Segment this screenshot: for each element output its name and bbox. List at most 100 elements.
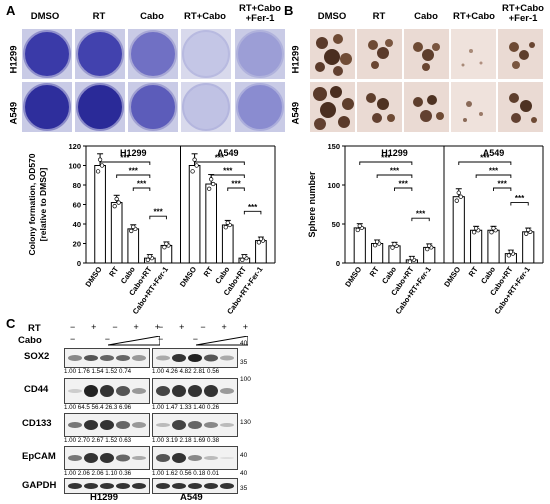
col-header-rt-cabo: RT+Cabo <box>453 11 495 22</box>
significance-label: *** <box>137 180 147 189</box>
sphere-image <box>451 82 496 132</box>
significance-bracket <box>210 174 245 178</box>
bar <box>522 231 535 264</box>
mw-marker: 130 <box>240 419 251 426</box>
blot-label-gapdh: GAPDH <box>22 480 57 491</box>
significance-label: *** <box>515 194 525 203</box>
blot-sox2-a549 <box>152 348 238 368</box>
data-point <box>491 226 496 231</box>
colony-plate-image <box>128 29 178 79</box>
sign: − <box>200 322 206 332</box>
panel-letter-a: A <box>6 3 16 18</box>
cabo-signs-a549: − − <box>158 334 198 344</box>
cell-line-h1299: H1299 <box>90 492 118 503</box>
significance-bracket <box>149 215 167 220</box>
quant-values: 1.00 2.06 2.06 1.10 0.36 <box>64 470 132 477</box>
data-point <box>116 200 121 205</box>
group-label: A549 <box>483 148 505 158</box>
row-label-a549: A549 <box>290 101 302 125</box>
data-point <box>207 186 212 191</box>
blot-cd44-h1299 <box>64 378 150 404</box>
mw-marker: 40 <box>240 340 248 347</box>
y-axis-label-line: Sphere number <box>307 171 317 238</box>
y-tick-label: 120 <box>68 142 81 151</box>
quant-values: 1.00 1.76 1.54 1.52 0.74 <box>64 368 132 375</box>
data-point <box>392 241 397 247</box>
blot-epcam-h1299 <box>64 446 150 470</box>
y-axis-label: Sphere number <box>307 171 317 238</box>
data-point <box>409 255 415 261</box>
row-label-h1299: H1299 <box>290 45 302 74</box>
sign: − <box>158 334 164 344</box>
bar <box>188 165 201 264</box>
blot-epcam-a549 <box>152 446 238 470</box>
data-point <box>489 230 494 235</box>
sign: − <box>70 322 76 332</box>
significance-label: *** <box>399 180 409 189</box>
data-point <box>372 243 378 248</box>
blot-label-cd44: CD44 <box>24 384 49 395</box>
bar <box>371 243 384 264</box>
significance-bracket <box>510 202 529 206</box>
colony-plate-image <box>22 29 72 79</box>
colony-formation-chart: Colony formation, OD570[relative to DMSO… <box>27 142 276 316</box>
significance-label: *** <box>231 180 241 189</box>
panel-c-western-blot: RT Cabo − + − + + − − − + − + + − − SOX2… <box>0 318 550 504</box>
significance-bracket <box>99 161 151 165</box>
cabo-signs-h1299: − − <box>70 334 110 344</box>
significance-bracket <box>493 187 512 191</box>
mw-marker: 35 <box>240 485 248 492</box>
cabo-label: Cabo <box>18 335 42 346</box>
data-point <box>357 223 362 228</box>
x-tick-label: RT <box>467 265 480 279</box>
cabo-gradient-triangle-a549 <box>196 336 248 346</box>
sphere-image <box>357 82 402 132</box>
cabo-gradient-triangle-h1299 <box>108 336 160 346</box>
y-axis-label-line: Colony formation, OD570 <box>27 153 37 255</box>
y-tick-label: 60 <box>73 201 81 210</box>
data-point <box>240 257 245 263</box>
data-point <box>471 230 477 235</box>
significance-label: *** <box>381 154 391 163</box>
data-point <box>223 225 228 230</box>
significance-bracket <box>458 161 512 165</box>
bar <box>487 229 500 264</box>
data-point <box>425 247 430 252</box>
group-label: A549 <box>217 148 239 158</box>
sphere-image <box>498 82 543 132</box>
data-point <box>456 190 461 195</box>
data-point <box>427 243 432 248</box>
sign: + <box>154 322 160 332</box>
sign: + <box>179 322 185 332</box>
x-tick-label: RT <box>368 265 381 279</box>
data-point <box>258 236 264 241</box>
bar <box>110 202 123 264</box>
significance-label: *** <box>489 167 499 176</box>
col-header-rt: RT <box>372 11 386 22</box>
quant-values: 1.00 4.26 4.82 2.81 0.56 <box>152 368 220 375</box>
quant-values: 1.00 1.47 1.33 1.40 0.26 <box>152 404 220 411</box>
rt-signs-h1299: − + − + + <box>70 322 160 332</box>
x-tick-label: DMSO <box>442 265 462 289</box>
data-point <box>99 163 105 168</box>
group-label: H1299 <box>381 148 408 158</box>
significance-bracket <box>394 187 413 191</box>
data-point <box>145 257 150 263</box>
data-point <box>374 239 380 244</box>
sign: − <box>192 334 198 344</box>
significance-label: *** <box>223 167 233 176</box>
x-tick-label: RT <box>202 265 215 279</box>
significance-bracket <box>132 187 151 191</box>
y-tick-label: 40 <box>73 220 81 229</box>
data-point <box>355 227 360 233</box>
blot-label-sox2: SOX2 <box>24 351 50 362</box>
colony-plate-image <box>22 82 72 132</box>
sign: − <box>112 322 118 332</box>
significance-label: *** <box>129 167 139 176</box>
cell-line-a549: A549 <box>180 492 203 503</box>
col-header-cabo: Cabo <box>414 11 438 22</box>
data-point <box>211 181 216 187</box>
y-tick-label: 50 <box>332 220 340 229</box>
colony-plate-image <box>128 82 178 132</box>
